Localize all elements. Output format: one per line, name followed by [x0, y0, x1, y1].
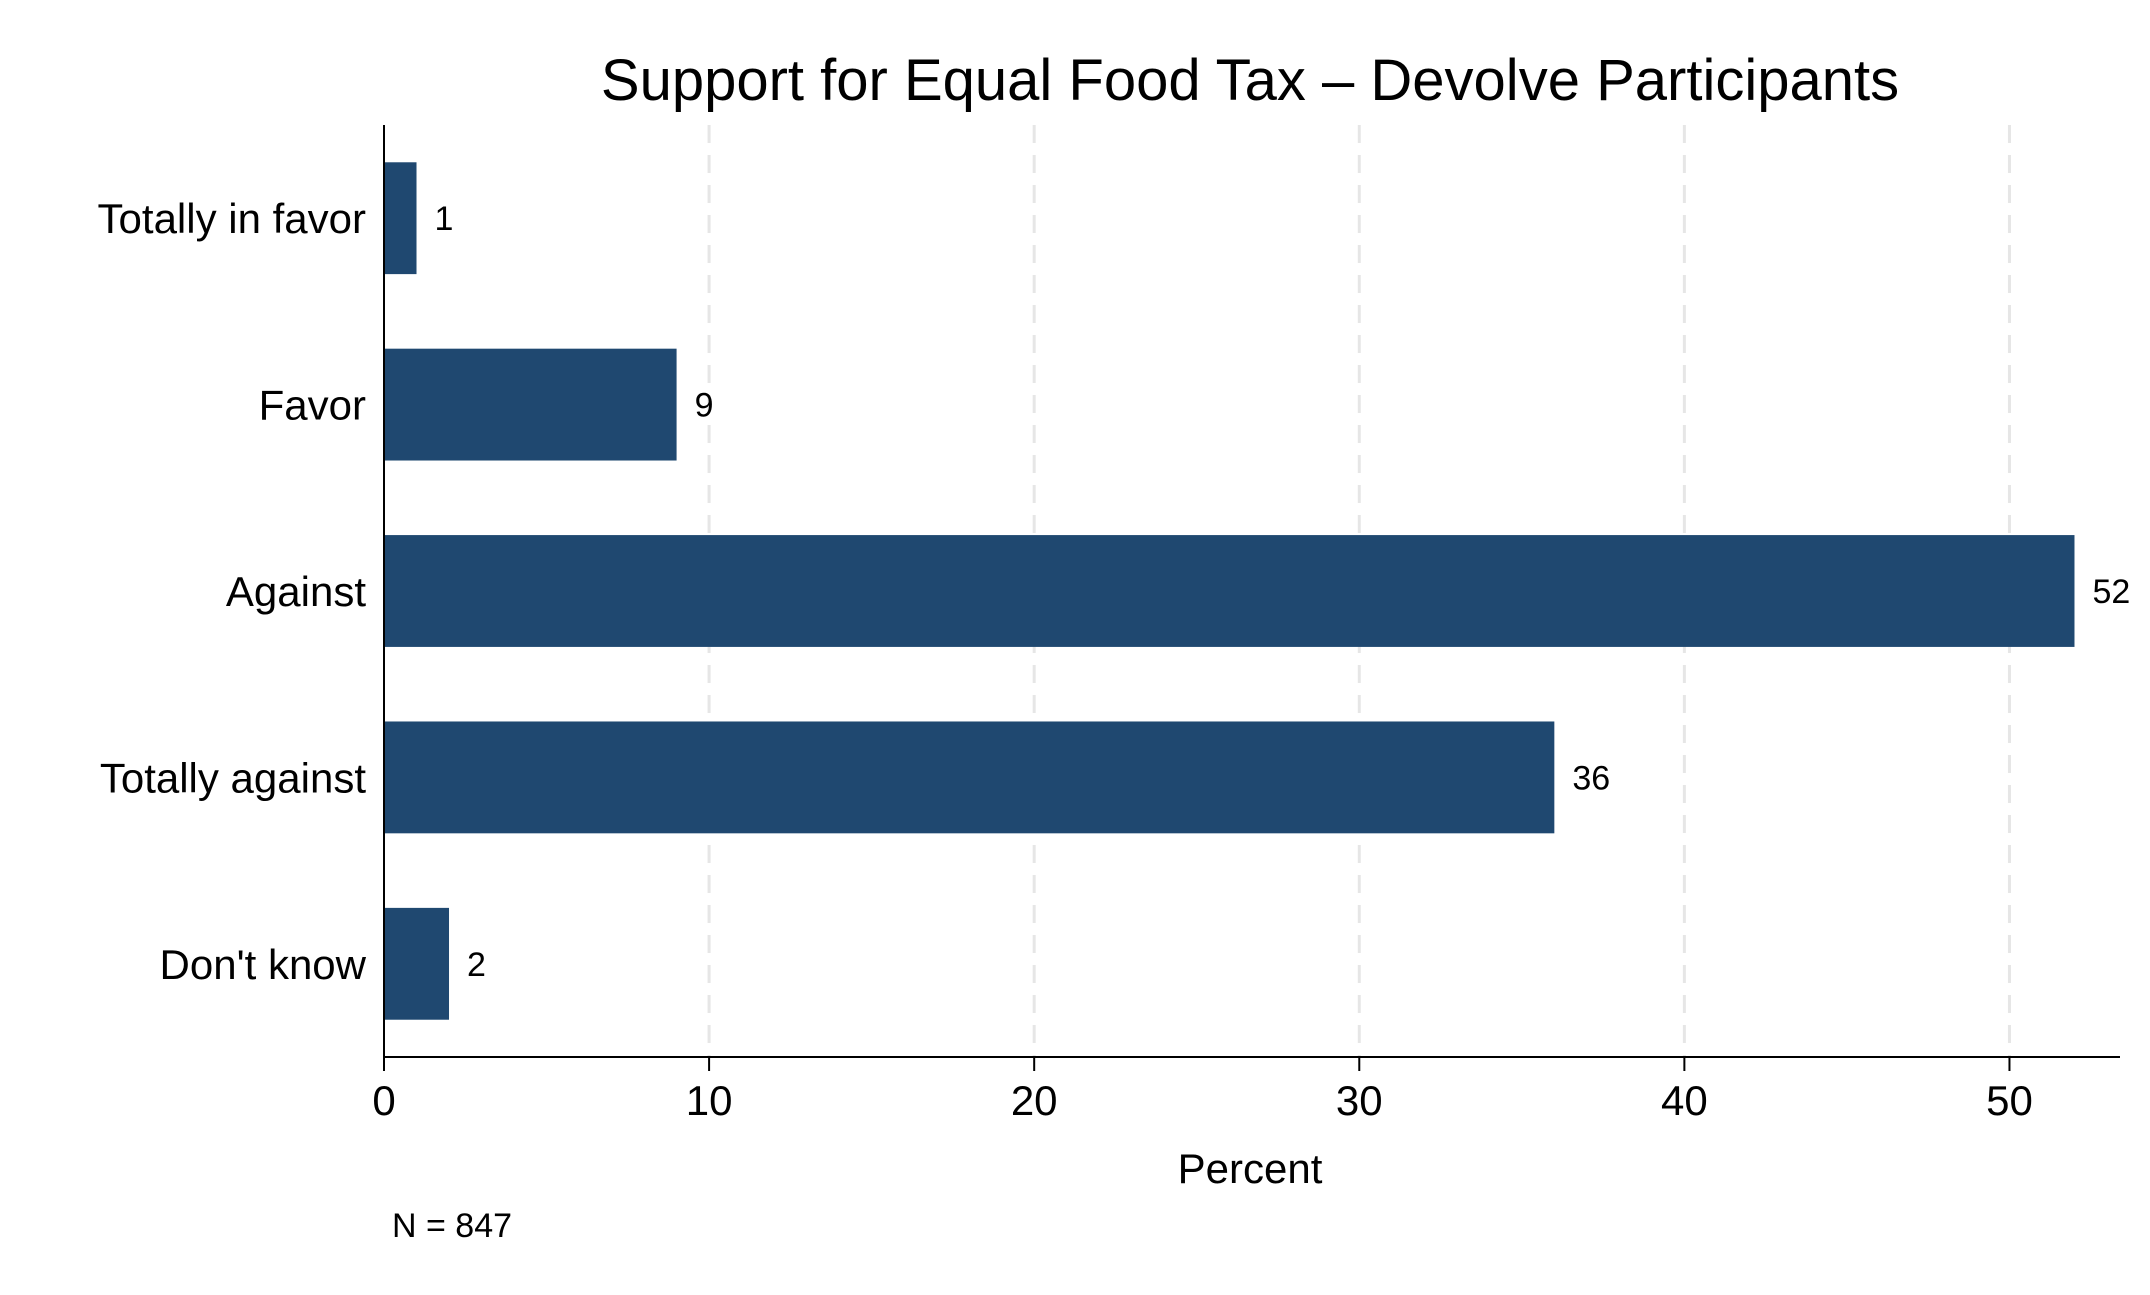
category-label: Totally against [100, 754, 366, 801]
chart-title: Support for Equal Food Tax – Devolve Par… [601, 48, 1899, 113]
category-label: Totally in favor [98, 195, 366, 242]
data-label: 52 [2092, 573, 2130, 611]
category-label: Favor [259, 382, 366, 429]
bars [384, 162, 2075, 1020]
x-axis-ticks: 0 10 20 30 40 50 [372, 1057, 2033, 1124]
x-tick-label: 0 [372, 1077, 395, 1124]
bar [384, 535, 2075, 647]
x-tick-label: 50 [1986, 1077, 2033, 1124]
bar [384, 162, 417, 275]
category-label: Against [226, 568, 366, 615]
x-tick-label: 30 [1336, 1077, 1383, 1124]
data-label: 36 [1572, 759, 1610, 797]
x-tick-label: 20 [1011, 1077, 1058, 1124]
data-label: 1 [435, 200, 454, 238]
sample-size-note: N = 847 [392, 1207, 512, 1245]
x-axis-title: Percent [1178, 1145, 1323, 1192]
data-label: 2 [467, 946, 486, 984]
x-tick-label: 40 [1661, 1077, 1708, 1124]
category-label: Don't know [160, 941, 367, 988]
bar [384, 721, 1555, 834]
category-labels: Totally in favor Favor Against Totally agai… [98, 195, 367, 988]
data-label: 9 [695, 387, 714, 425]
axes [383, 125, 2120, 1058]
bar [384, 348, 677, 461]
data-labels: 1 9 52 36 2 [435, 200, 2131, 984]
x-tick-label: 10 [686, 1077, 733, 1124]
bar [384, 907, 450, 1020]
